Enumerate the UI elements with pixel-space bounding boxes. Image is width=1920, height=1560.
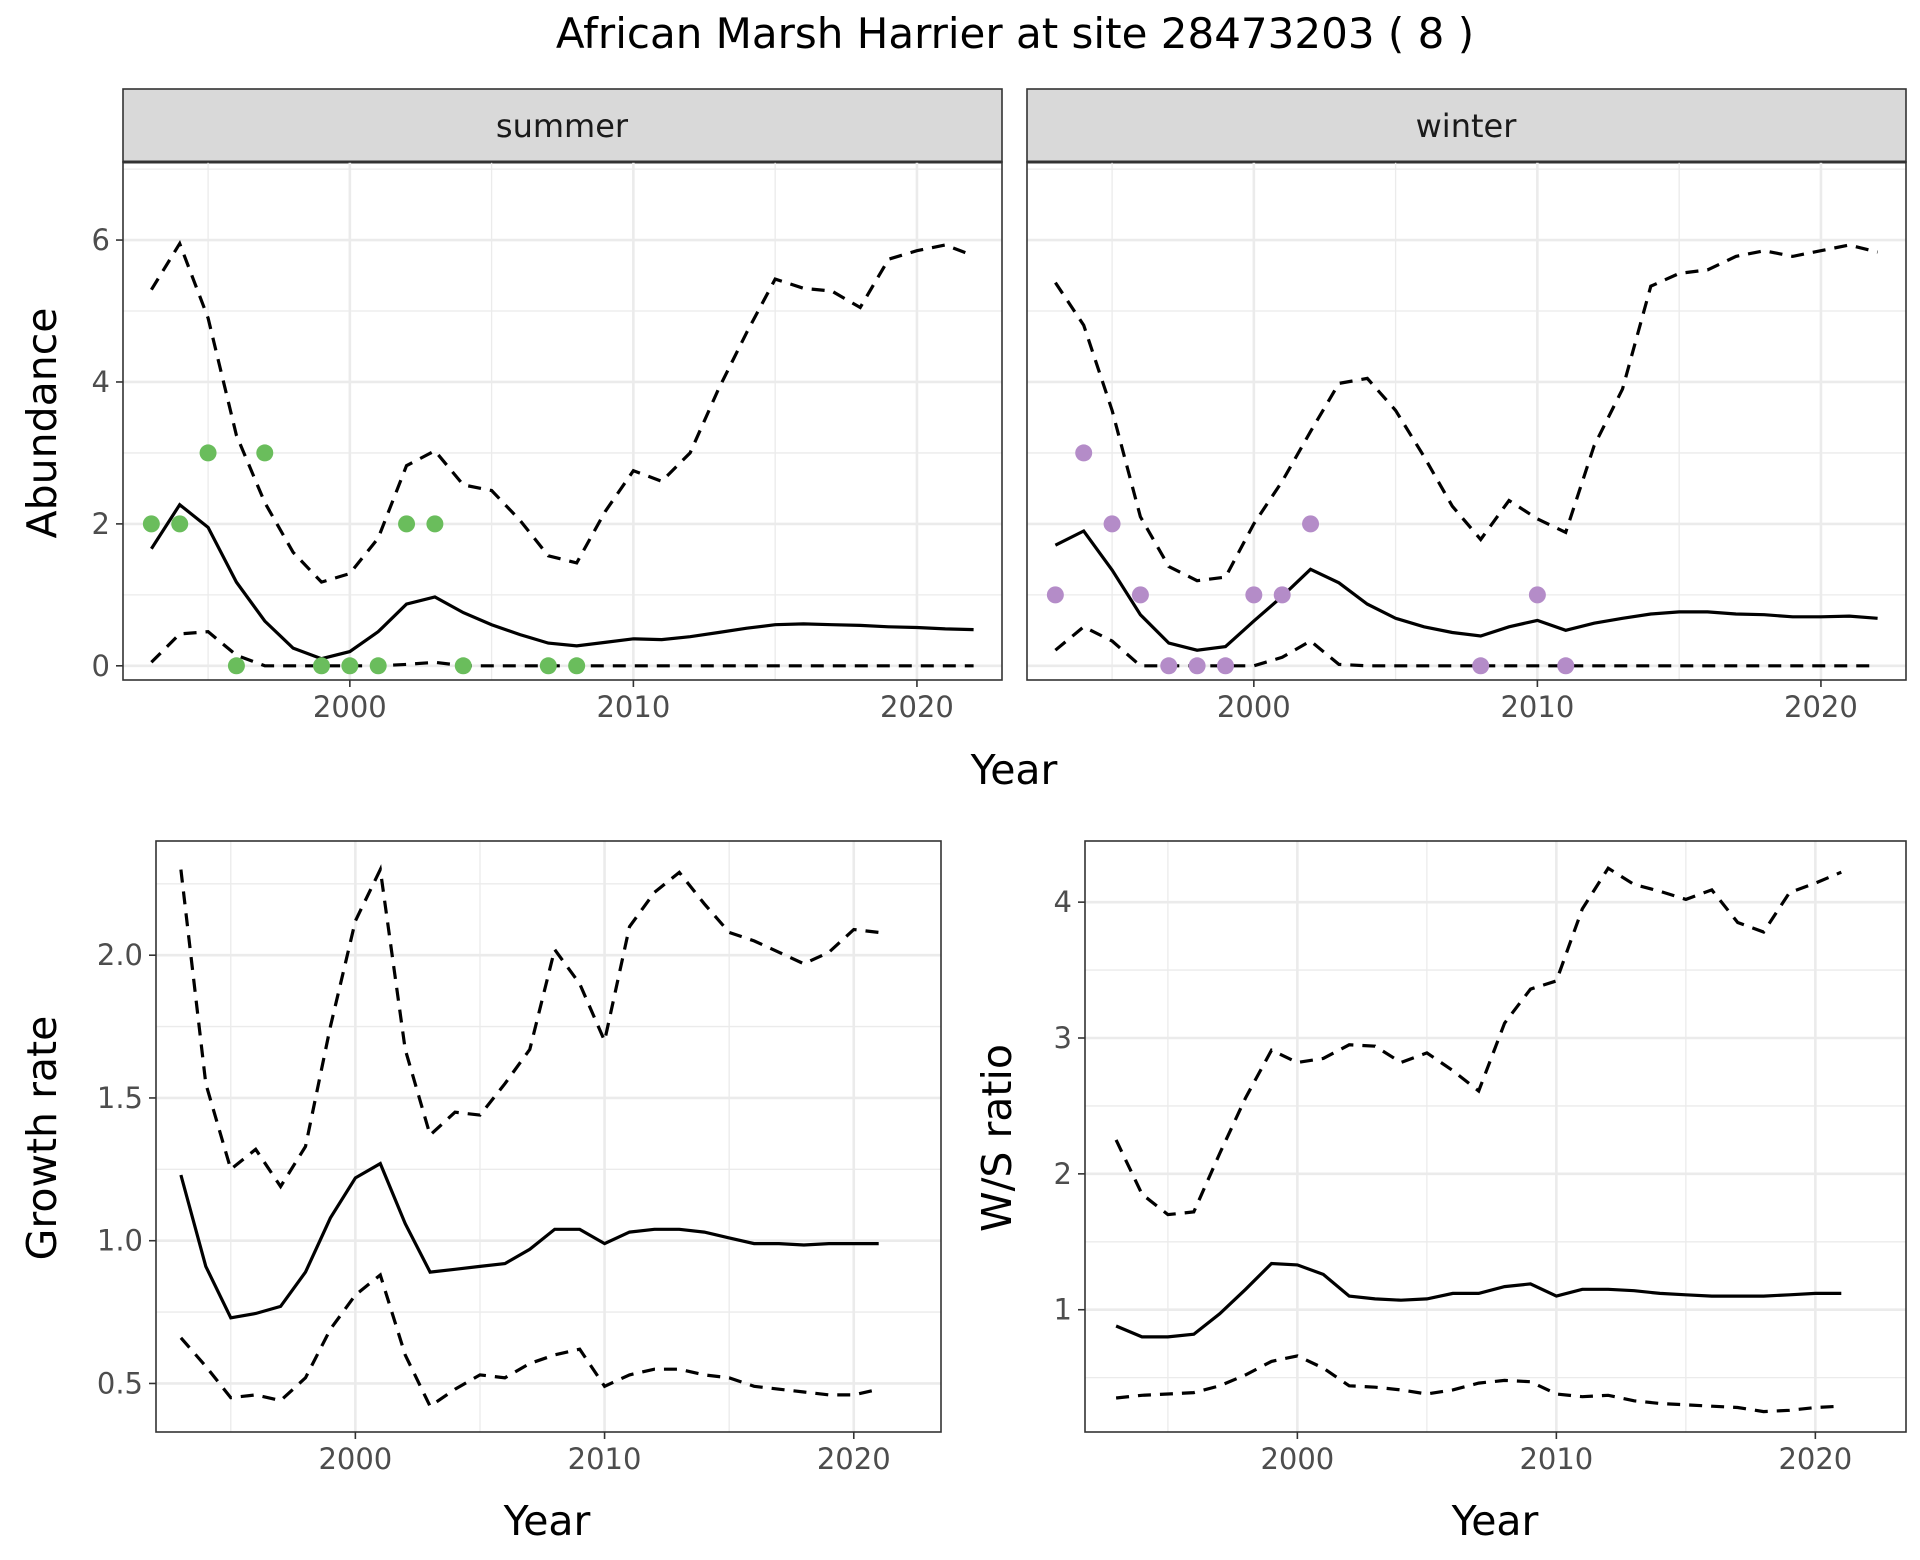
growth-rate-mean-line (179, 1161, 879, 1320)
x-tick-label: 2000 (1217, 690, 1291, 724)
abundance-winter-observation-point (1103, 515, 1121, 533)
growth-rate-panel: 2000 2010 2020 0.5 1.0 1.5 2.0 (97, 840, 942, 1476)
x-tick-label: 2010 (1500, 690, 1574, 724)
abundance-winter-observation-point (1528, 586, 1546, 604)
abundance-winter-observation-point (1472, 657, 1490, 675)
abundance-winter-observation-point (1557, 657, 1575, 675)
abundance-winter-panel: 2000 2010 2020 (1026, 161, 1907, 724)
y-tick-label: 2 (1054, 1157, 1072, 1191)
figure-title: African Marsh Harrier at site 28473203 (… (556, 9, 1474, 58)
abundance-summer-observation-point (256, 444, 274, 462)
ws-ratio-mean-line (1115, 1261, 1842, 1339)
abundance-summer-observation-point (199, 444, 217, 462)
x-tick-label: 2010 (596, 690, 670, 724)
abundance-y-axis-title: Abundance (18, 308, 66, 539)
facet-label-summer: summer (496, 107, 629, 145)
abundance-summer-observation-point (171, 515, 189, 533)
x-tick-label: 2020 (1784, 690, 1858, 724)
x-tick-label: 2000 (318, 1442, 392, 1476)
abundance-summer-upper-line (150, 239, 975, 584)
y-tick-label: 0 (92, 649, 110, 683)
abundance-winter-observation-point (1273, 586, 1291, 604)
x-tick-label: 2010 (1519, 1442, 1593, 1476)
abundance-winter-upper-line (1054, 243, 1878, 583)
abundance-summer-observation-point (341, 657, 359, 675)
y-tick-label: 1 (1054, 1293, 1072, 1327)
growth-rate-lower-line (179, 1272, 880, 1409)
ws-ratio-panel: 2000 2010 2020 1 2 3 4 (1054, 840, 1907, 1476)
y-tick-label: 0.5 (97, 1366, 143, 1400)
abundance-summer-panel: 2000 2010 2020 0 2 4 6 (92, 161, 1003, 724)
panel-border (122, 161, 1003, 681)
x-tick-label: 2000 (313, 690, 387, 724)
ws-ratio-upper-line (1114, 865, 1842, 1217)
y-tick-label: 3 (1054, 1021, 1072, 1055)
y-tick-label: 1.0 (97, 1224, 143, 1258)
y-tick-label: 4 (92, 365, 110, 399)
growth-x-axis-title: Year (503, 1497, 591, 1545)
abundance-summer-mean-line (150, 502, 974, 661)
x-tick-label: 2020 (880, 690, 954, 724)
abundance-winter-observation-point (1046, 586, 1064, 604)
ws-x-axis-title: Year (1451, 1497, 1539, 1545)
growth-y-axis-title: Growth rate (18, 1016, 66, 1261)
abundance-summer-observation-point (142, 515, 160, 533)
abundance-x-axis-title: Year (970, 746, 1058, 794)
facet-strip-winter: winter (1026, 88, 1907, 164)
growth-rate-upper-line (179, 864, 879, 1190)
y-tick-label: 2 (92, 507, 110, 541)
facet-label-winter: winter (1416, 107, 1518, 145)
ws-y-axis-title: W/S ratio (973, 1044, 1021, 1232)
facet-strip-summer: summer (122, 88, 1003, 164)
abundance-winter-observation-point (1075, 444, 1093, 462)
abundance-summer-observation-point (398, 515, 416, 533)
abundance-summer-observation-point (539, 657, 557, 675)
y-tick-label: 4 (1054, 885, 1072, 919)
abundance-winter-observation-point (1302, 515, 1320, 533)
abundance-winter-observation-point (1245, 586, 1263, 604)
abundance-summer-observation-point (369, 657, 387, 675)
abundance-winter-observation-point (1160, 657, 1178, 675)
x-tick-label: 2020 (817, 1442, 891, 1476)
x-tick-label: 2010 (568, 1442, 642, 1476)
abundance-winter-mean-line (1054, 528, 1878, 652)
ws-ratio-lower-line (1115, 1354, 1842, 1414)
abundance-summer-lower-line (150, 630, 974, 668)
abundance-summer-observation-point (568, 657, 586, 675)
panel-border (155, 840, 942, 1433)
x-tick-label: 2020 (1778, 1442, 1852, 1476)
panel-border (1026, 161, 1907, 681)
abundance-summer-observation-point (227, 657, 245, 675)
abundance-winter-observation-point (1216, 657, 1234, 675)
abundance-summer-observation-point (454, 657, 472, 675)
y-tick-label: 1.5 (97, 1081, 143, 1115)
panel-border (1084, 840, 1907, 1433)
abundance-winter-observation-point (1131, 586, 1149, 604)
y-tick-label: 6 (92, 223, 110, 257)
abundance-winter-observation-point (1188, 657, 1206, 675)
y-tick-label: 2.0 (97, 938, 143, 972)
abundance-summer-observation-point (426, 515, 444, 533)
abundance-summer-observation-point (312, 657, 330, 675)
x-tick-label: 2000 (1260, 1442, 1334, 1476)
